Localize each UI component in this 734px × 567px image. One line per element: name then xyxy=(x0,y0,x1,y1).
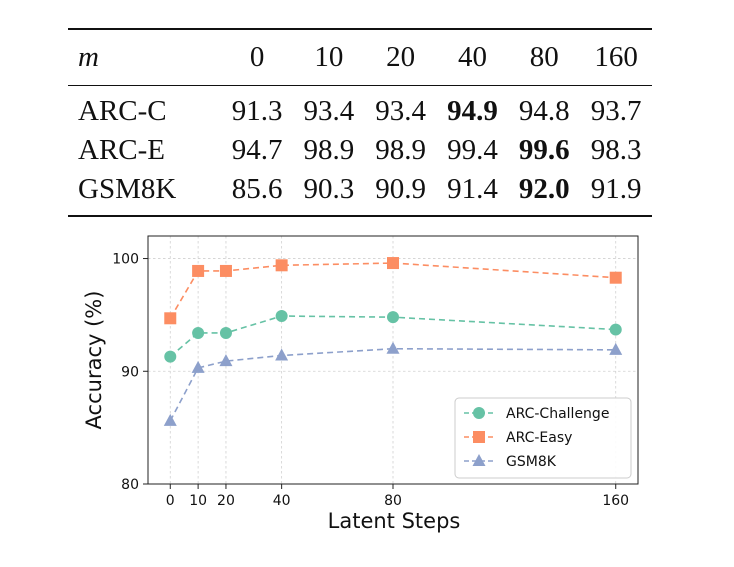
table-header-row: m 0 10 20 40 80 160 xyxy=(68,29,652,86)
legend-label-arc-challenge: ARC-Challenge xyxy=(506,406,609,422)
table-row-arc-e: ARC-E 94.7 98.9 98.9 99.4 99.6 98.3 xyxy=(68,131,652,170)
x-tick-label: 0 xyxy=(166,493,175,509)
data-point-arc-easy xyxy=(275,259,288,272)
accuracy-line-chart: 0 10 20 40 80 160 80 90 100 Latent Steps Accuracy … xyxy=(82,235,639,533)
results-table: m 0 10 20 40 80 160 ARC-C 91.3 93.4 93.4… xyxy=(68,28,652,217)
table-cell: 93.4 xyxy=(303,95,355,127)
table-cell: 98.9 xyxy=(303,134,355,166)
data-point-gsm8k xyxy=(275,348,289,361)
table-cell: 94.7 xyxy=(231,134,283,166)
table-cell: 90.9 xyxy=(375,173,427,205)
table-cell: 98.3 xyxy=(590,134,642,166)
y-tick-label: 80 xyxy=(121,477,139,493)
legend-label-gsm8k: GSM8K xyxy=(506,454,557,470)
header-col-1: 10 xyxy=(314,41,344,73)
table-cell-best: 92.0 xyxy=(518,173,570,205)
table-cell: 91.3 xyxy=(231,95,283,127)
table-cell: 91.4 xyxy=(447,173,498,205)
x-axis-label: Latent Steps xyxy=(328,509,461,533)
header-m-label: m xyxy=(78,41,99,73)
table-cell-best: 99.6 xyxy=(518,134,570,166)
series-gsm8k xyxy=(163,341,623,426)
x-tick-label: 20 xyxy=(217,493,235,509)
row-label: ARC-E xyxy=(78,134,165,166)
x-tick-label: 10 xyxy=(189,493,207,509)
series-line-arc-challenge xyxy=(169,315,616,358)
header-col-5: 160 xyxy=(594,41,638,73)
data-point-arc-easy xyxy=(192,264,205,277)
legend-marker-arc-challenge xyxy=(473,407,485,419)
data-point-gsm8k xyxy=(191,360,205,373)
data-point-arc-easy xyxy=(609,271,622,284)
table-cell: 99.4 xyxy=(447,134,498,166)
data-point-gsm8k xyxy=(386,341,400,354)
header-col-4: 80 xyxy=(529,41,559,73)
data-point-arc-easy xyxy=(387,257,399,270)
series-line-gsm8k xyxy=(169,347,616,422)
x-tick-label: 160 xyxy=(602,493,629,509)
y-axis-label: Accuracy (%) xyxy=(82,291,106,430)
data-point-gsm8k xyxy=(163,413,177,426)
data-point-arc-challenge xyxy=(609,323,622,336)
data-point-gsm8k xyxy=(219,354,233,367)
x-tick-label: 40 xyxy=(273,493,291,509)
table-cell: 98.9 xyxy=(375,134,427,166)
header-col-3: 40 xyxy=(457,41,487,73)
header-col-2: 20 xyxy=(386,41,416,73)
table-cell: 93.4 xyxy=(375,95,427,127)
legend-marker-arc-easy xyxy=(473,431,485,443)
table-cell: 90.3 xyxy=(303,173,355,205)
table-cell: 91.9 xyxy=(590,173,642,205)
series-arc-challenge xyxy=(164,310,622,363)
header-col-0: 0 xyxy=(249,41,265,73)
table-cell: 93.7 xyxy=(590,95,642,127)
series-line-arc-easy xyxy=(169,262,616,319)
table-cell-best: 94.9 xyxy=(447,95,498,127)
row-label: GSM8K xyxy=(78,173,177,205)
data-point-arc-easy xyxy=(164,312,177,325)
data-point-arc-challenge xyxy=(164,350,177,363)
table-cell: 94.8 xyxy=(518,95,570,127)
data-point-arc-challenge xyxy=(192,326,205,339)
table-row-gsm8k: GSM8K 85.6 90.3 90.9 91.4 92.0 91.9 xyxy=(68,170,652,216)
x-tick-label: 80 xyxy=(384,493,402,509)
data-point-gsm8k xyxy=(609,342,623,355)
series-arc-easy xyxy=(164,257,622,325)
legend-box xyxy=(454,397,632,479)
table-cell: 85.6 xyxy=(231,173,283,205)
row-label: ARC-C xyxy=(78,95,167,127)
data-point-arc-challenge xyxy=(275,310,288,323)
data-point-arc-challenge xyxy=(387,311,399,324)
legend-marker-gsm8k xyxy=(472,454,486,466)
data-point-arc-easy xyxy=(219,264,232,277)
y-tick-label: 90 xyxy=(121,364,139,380)
y-tick-label: 100 xyxy=(112,252,139,268)
legend-label-arc-easy: ARC-Easy xyxy=(506,430,572,446)
data-point-arc-challenge xyxy=(219,326,232,339)
table-row-arc-c: ARC-C 91.3 93.4 93.4 94.9 94.8 93.7 xyxy=(68,86,652,132)
